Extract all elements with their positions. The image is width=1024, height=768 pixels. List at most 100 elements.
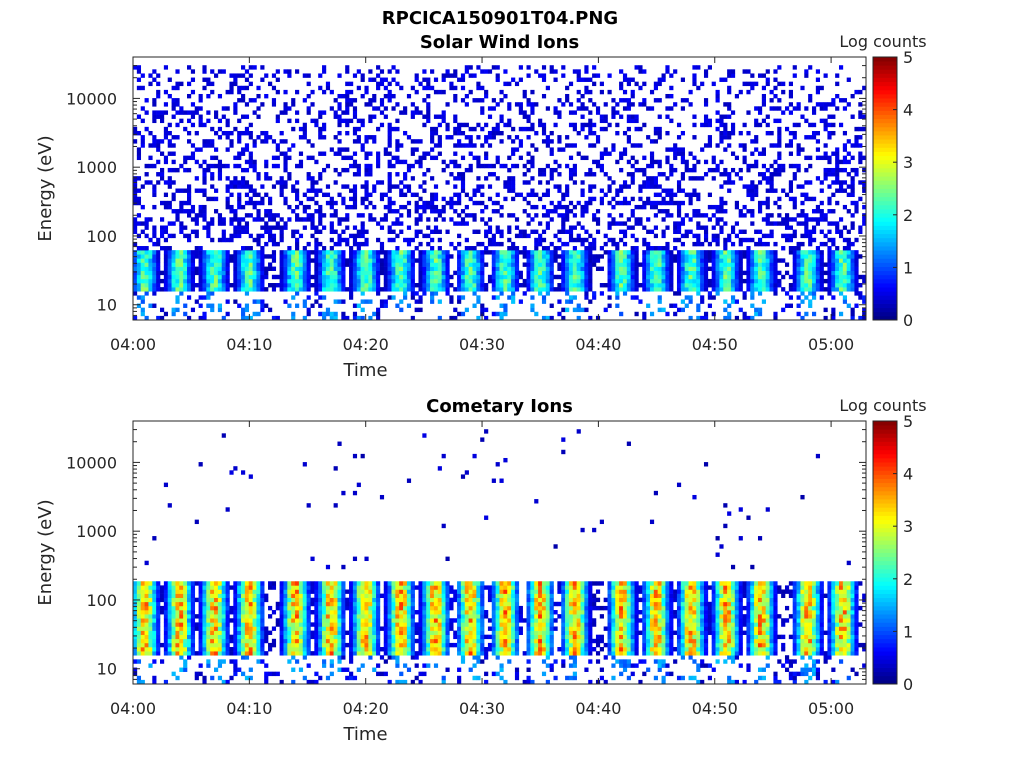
spectrogram-cell — [646, 229, 651, 234]
spectrogram-cell — [846, 139, 851, 144]
spectrogram-cell — [144, 163, 149, 169]
spectrogram-cell — [850, 143, 855, 148]
spectrogram-cell — [565, 287, 570, 292]
spectrogram-cell — [333, 213, 338, 218]
spectrogram-cell — [403, 130, 408, 136]
spectrogram-cell — [329, 270, 334, 276]
spectrogram-cell — [256, 270, 261, 276]
spectrogram-cell — [619, 221, 624, 226]
spectrogram-cell — [399, 266, 404, 271]
spectrogram-cell — [761, 287, 766, 292]
spectrogram-cell — [538, 270, 543, 276]
spectrogram-cell — [133, 647, 138, 652]
spectrogram-cell — [723, 147, 728, 152]
spectrogram-cell — [283, 270, 288, 276]
spectrogram-cell — [831, 114, 836, 119]
spectrogram-cell — [476, 155, 481, 161]
spectrogram-cell — [773, 258, 778, 263]
spectrogram-cell — [160, 225, 165, 230]
spectrogram-cell — [464, 307, 469, 313]
spectrogram-cell — [430, 287, 435, 292]
spectrogram-cell — [179, 118, 184, 124]
spectrogram-cell — [302, 299, 307, 304]
spectrogram-cell — [160, 217, 165, 222]
spectrogram-cell — [140, 143, 145, 148]
spectrogram-cell — [746, 287, 751, 292]
spectrogram-cell — [692, 188, 697, 193]
spectrogram-cell — [854, 200, 859, 206]
spectrogram-cell — [295, 283, 300, 288]
spectrogram-cell — [619, 167, 624, 173]
spectrogram-cell — [329, 278, 334, 284]
spectrogram-cell — [325, 85, 331, 91]
spectrogram-cell — [673, 303, 678, 308]
spectrogram-cell — [457, 192, 462, 198]
spectrogram-cell — [152, 303, 157, 308]
spectrogram-cell — [642, 258, 647, 263]
spectrogram-cell — [784, 270, 790, 276]
spectrogram-cell — [279, 130, 284, 136]
spectrogram-cell — [206, 266, 211, 271]
spectrogram-cell — [410, 139, 415, 144]
spectrogram-cell — [549, 250, 554, 255]
spectrogram-cell — [453, 184, 458, 189]
spectrogram-cell — [815, 77, 821, 82]
spectrogram-cell — [310, 89, 315, 95]
spectrogram-cell — [341, 311, 346, 317]
spectrogram-cell — [626, 217, 631, 222]
spectrogram-cell — [831, 311, 836, 317]
spectrogram-cell — [827, 254, 832, 259]
spectrogram-cell — [356, 139, 361, 144]
spectrogram-cell — [287, 270, 292, 276]
spectrogram-cell — [271, 241, 277, 247]
spectrogram-cell — [406, 303, 412, 308]
spectrogram-cell — [302, 225, 307, 230]
spectrogram-cell — [615, 283, 620, 288]
spectrogram-cell — [646, 287, 651, 292]
spectrogram-cell — [260, 254, 265, 259]
spectrogram-cell — [727, 315, 732, 321]
spectrogram-cell — [356, 287, 361, 292]
spectrogram-cell — [499, 278, 504, 284]
spectrogram-cell — [418, 270, 423, 276]
spectrogram-cell — [842, 237, 848, 243]
spectrogram-cell — [580, 209, 585, 214]
spectrogram-cell — [437, 299, 442, 304]
spectrogram-cell — [460, 266, 466, 271]
spectrogram-cell — [819, 254, 824, 259]
spectrogram-cell — [202, 204, 207, 210]
spectrogram-cell — [576, 274, 581, 280]
spectrogram-cell — [160, 172, 165, 177]
spectrogram-cell — [723, 270, 728, 276]
spectrogram-cell — [244, 250, 250, 255]
spectrogram-cell — [291, 209, 296, 214]
spectrogram-cell — [283, 180, 288, 185]
spectrogram-cell — [703, 69, 709, 74]
spectrogram-cell — [703, 159, 709, 165]
spectrogram-cell — [325, 283, 331, 288]
spectrogram-cell — [345, 118, 350, 124]
spectrogram-cell — [356, 167, 361, 173]
spectrogram-cell — [769, 188, 774, 193]
spectrogram-cell — [410, 85, 415, 91]
spectrogram-cell — [588, 262, 593, 267]
spectrogram-cell — [572, 110, 577, 115]
spectrogram-cell — [507, 258, 512, 263]
spectrogram-cell — [283, 151, 288, 156]
spectrogram-cell — [372, 93, 377, 99]
spectrogram-cell — [287, 287, 292, 292]
spectrogram-cell — [133, 287, 138, 292]
spectrogram-cell — [522, 126, 527, 132]
spectrogram-cell — [819, 213, 824, 218]
spectrogram-cell — [565, 143, 570, 148]
spectrogram-cell — [715, 143, 720, 148]
spectrogram-cell — [800, 254, 805, 259]
spectrogram-cell — [649, 254, 655, 259]
spectrogram-cell — [734, 204, 739, 210]
spectrogram-cell — [283, 155, 288, 161]
spectrogram-cell — [314, 200, 319, 206]
spectrogram-cell — [457, 221, 462, 226]
spectrogram-cell — [140, 221, 145, 226]
spectrogram-cell — [769, 98, 774, 103]
spectrogram-cell — [792, 196, 797, 202]
